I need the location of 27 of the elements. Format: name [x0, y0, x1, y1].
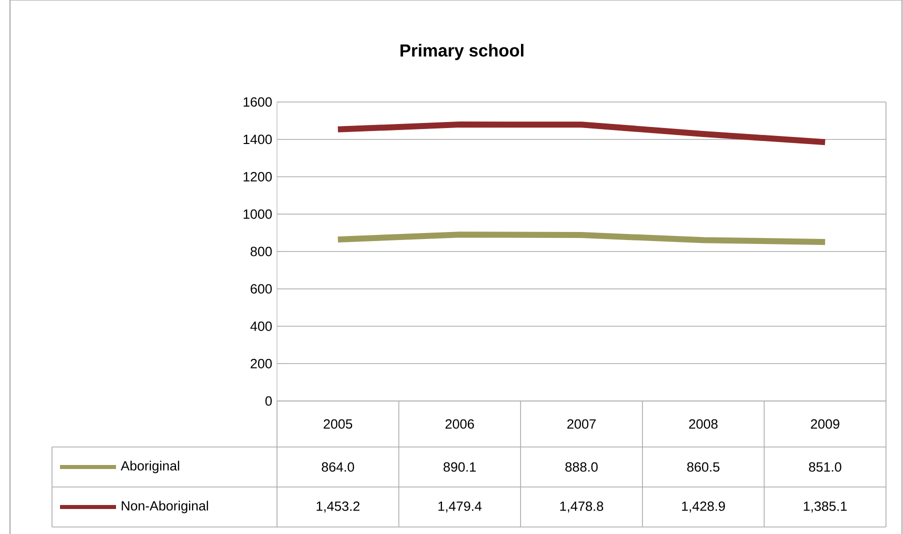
y-tick-label: 200	[250, 358, 272, 368]
y-tick-label: 1600	[244, 97, 272, 107]
x-tick-label: 2005	[324, 419, 352, 429]
data-label: 1,385.1	[804, 501, 847, 512]
data-label: 890.1	[444, 462, 476, 472]
x-tick-label: 2008	[689, 419, 718, 429]
y-tick-label: 400	[250, 322, 272, 331]
y-tick-label: 1000	[244, 209, 272, 219]
legend-label: Aboriginal	[120, 460, 180, 474]
y-tick-label: 1200	[244, 172, 272, 182]
y-tick-label: 0	[265, 396, 272, 406]
legend-label: Non-Aboriginal	[122, 500, 208, 514]
data-label: 1,479.4	[438, 501, 482, 512]
data-label: 860.5	[687, 462, 720, 472]
y-tick-label: 600	[250, 284, 272, 294]
data-label: 1,453.2	[316, 501, 360, 512]
chart-title: Primary school	[400, 44, 524, 60]
data-label: 1,478.8	[560, 501, 604, 512]
data-label: 888.0	[565, 462, 598, 472]
x-tick-label: 2009	[810, 419, 840, 429]
data-label: 851.0	[809, 462, 842, 472]
x-tick-label: 2006	[446, 419, 474, 429]
data-label: 864.0	[322, 462, 354, 472]
y-tick-label: 1400	[244, 134, 272, 144]
y-tick-label: 800	[250, 246, 272, 256]
x-tick-label: 2007	[567, 419, 596, 429]
data-label: 1,428.9	[682, 501, 725, 512]
